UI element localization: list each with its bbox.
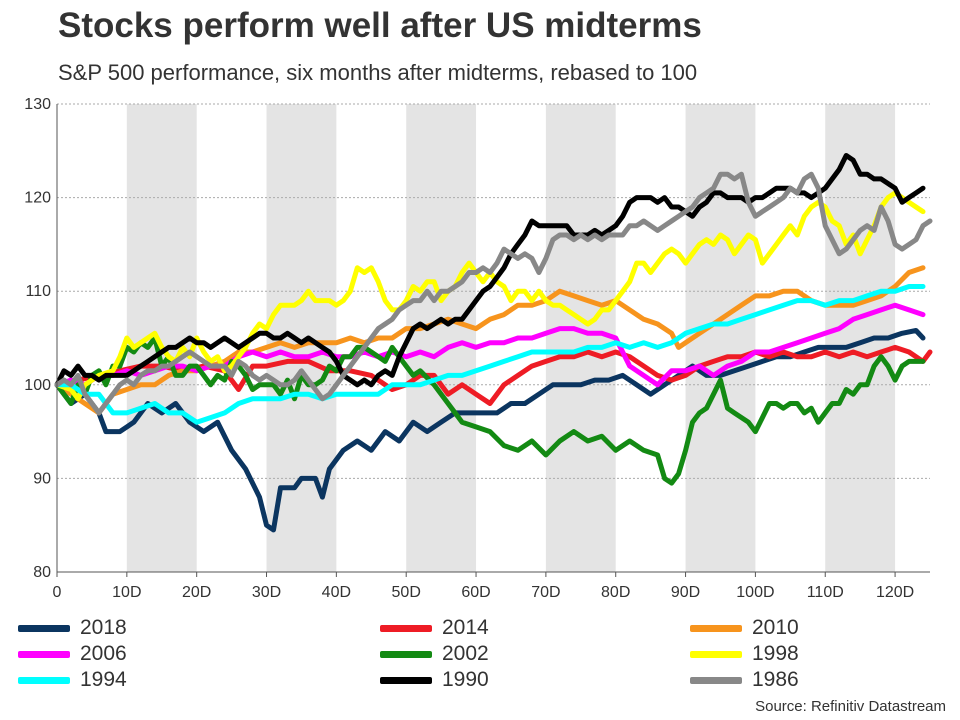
series-line-1986	[54, 171, 933, 416]
legend-swatch-2002	[380, 650, 432, 658]
series-line-2002	[54, 335, 926, 486]
legend-item-2002: 2002	[380, 641, 489, 667]
legend-swatch-2018	[18, 624, 70, 632]
series-line-1990	[54, 153, 926, 388]
series-line-2014	[54, 344, 933, 406]
source-note: Source: Refinitiv Datastream	[755, 698, 946, 715]
legend-label-2014: 2014	[442, 616, 489, 639]
legend-label-1998: 1998	[752, 642, 799, 665]
x-tick-label: 80D	[601, 584, 630, 601]
legend-label-2018: 2018	[80, 616, 127, 639]
series-line-1994	[54, 284, 926, 425]
x-tick-label: 100D	[736, 584, 774, 601]
chart-series	[54, 153, 933, 533]
chart-subtitle: S&P 500 performance, six months after mi…	[58, 60, 698, 85]
x-tick-label: 110D	[807, 584, 844, 601]
legend-label-1994: 1994	[80, 668, 127, 691]
y-tick-label: 120	[24, 190, 51, 207]
y-tick-label: 130	[24, 96, 51, 113]
y-tick-label: 100	[24, 377, 51, 394]
legend-item-2018: 2018	[18, 615, 127, 641]
legend-swatch-2006	[18, 650, 70, 658]
legend: 2018 2014 2010 2006 2002 1998 1994 1990 …	[0, 613, 960, 693]
legend-item-2006: 2006	[18, 641, 127, 667]
legend-item-1986: 1986	[690, 667, 799, 693]
shaded-band-0	[126, 104, 197, 572]
series-line-1998	[54, 190, 926, 402]
legend-label-2006: 2006	[80, 642, 127, 665]
legend-label-1986: 1986	[752, 668, 799, 691]
legend-item-2010: 2010	[690, 615, 799, 641]
grid-lines	[57, 103, 930, 479]
line-chart: 80 90 100 110 120 130 0 10D 20D 30D 40D 50D 60D 70D 80…	[24, 96, 933, 601]
x-tick-label: 30D	[252, 584, 281, 601]
legend-swatch-1998	[690, 650, 742, 658]
chart-title: Stocks perform well after US midterms	[58, 6, 702, 45]
legend-swatch-1986	[690, 676, 742, 684]
x-tick-label: 70D	[531, 584, 560, 601]
x-tick-label: 40D	[322, 584, 351, 601]
legend-item-1994: 1994	[18, 667, 127, 693]
legend-item-1990: 1990	[380, 667, 489, 693]
y-tick-label: 80	[33, 564, 51, 581]
legend-item-1998: 1998	[690, 641, 799, 667]
x-tick-label: 90D	[671, 584, 700, 601]
legend-label-2010: 2010	[752, 616, 799, 639]
legend-swatch-2010	[690, 624, 742, 632]
legend-item-2014: 2014	[380, 615, 489, 641]
x-tick-label: 10D	[112, 584, 141, 601]
shaded-band-3	[545, 104, 616, 572]
x-tick-label: 20D	[182, 584, 211, 601]
shaded-bands	[126, 104, 896, 572]
chart-axes: 80 90 100 110 120 130 0 10D 20D 30D 40D 50D 60D 70D 80…	[24, 96, 930, 601]
x-tick-label: 60D	[461, 584, 490, 601]
legend-swatch-1994	[18, 676, 70, 684]
shaded-band-2	[406, 104, 477, 572]
legend-label-2002: 2002	[442, 642, 489, 665]
x-tick-label: 120D	[876, 584, 914, 601]
y-tick-label: 110	[25, 283, 51, 300]
x-tick-label: 50D	[392, 584, 421, 601]
legend-swatch-2014	[380, 624, 432, 632]
x-tick-label: 0	[53, 584, 62, 601]
y-tick-label: 90	[33, 470, 51, 487]
legend-swatch-1990	[380, 676, 432, 684]
legend-label-1990: 1990	[442, 668, 489, 691]
